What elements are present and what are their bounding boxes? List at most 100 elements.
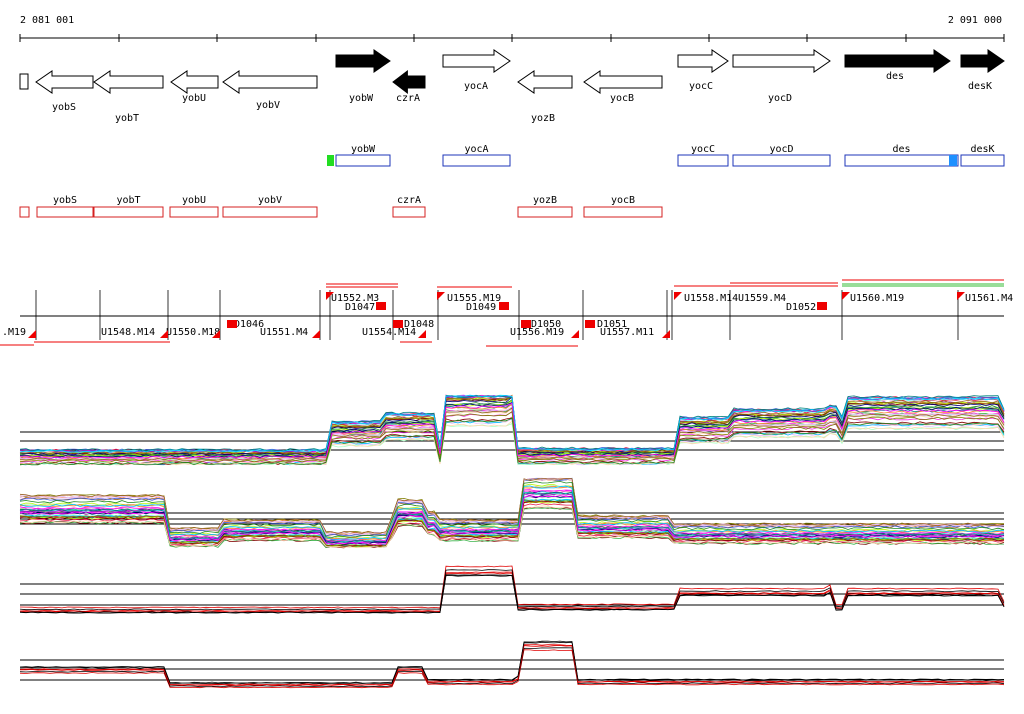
profile-line: [19, 480, 1005, 538]
gene-arrow: [222, 70, 318, 94]
protein-track: yobW yocA yocC yocD des desK: [327, 144, 1005, 167]
protein-label: des: [892, 144, 910, 155]
profile-line: [19, 477, 1005, 535]
gene-arrow: [517, 70, 573, 94]
profile-line: [19, 641, 1005, 685]
gene-label: czrA: [396, 93, 420, 104]
rna-box: [392, 206, 426, 218]
rna-label: yocB: [611, 195, 635, 206]
profile-line: [19, 417, 1005, 466]
expression-profiles: [19, 394, 1005, 689]
rna-track: yobS yobT yobU yobV czrA yozB yocB: [19, 195, 663, 218]
profile-line: [19, 649, 1005, 689]
ruler-ticks: [19, 34, 1005, 42]
profile-line: [19, 572, 1005, 613]
profile-line: [19, 499, 1005, 547]
profile-line: [19, 574, 1005, 614]
gene-label: yocD: [768, 93, 792, 104]
gene-arrow: [392, 69, 426, 95]
segment-label: D1051: [597, 319, 627, 330]
gene-label: yozB: [531, 113, 555, 124]
profile-line: [19, 645, 1005, 686]
expression-track-3: [19, 565, 1005, 614]
profile-line: [19, 505, 1005, 549]
protein-label: yobW: [351, 144, 376, 155]
profile-line: [19, 495, 1004, 545]
gene-arrow: [844, 49, 951, 73]
expression-track-1: [19, 394, 1005, 466]
segment-flag: [842, 292, 850, 300]
expression-track-2: [19, 477, 1005, 549]
segment-label: U1550.M18: [166, 327, 220, 338]
gene-label: yobV: [256, 100, 280, 111]
gene-label: yobS: [52, 102, 76, 113]
gene-track: yobS yobT yobU yobV yobW czrA yocA yozB yocB yocC…: [19, 49, 1005, 124]
segment-label: U1555.M19: [447, 293, 501, 304]
segment-flag: [662, 330, 670, 338]
protein-box: [677, 154, 729, 167]
segment-label: U1554.M14: [362, 327, 416, 338]
segment-label: U1559.M4: [738, 293, 786, 304]
segment-label: D1048: [404, 319, 434, 330]
rna-box: [169, 206, 219, 218]
protein-label: yocD: [769, 144, 793, 155]
protein-label: yocC: [691, 144, 715, 155]
rna-box: [583, 206, 663, 218]
rna-box: [517, 206, 573, 218]
gene-arrow: [35, 70, 94, 94]
protein-box: [335, 154, 391, 167]
profile-line: [19, 402, 1005, 458]
segment-label: U1548.M14: [101, 327, 155, 338]
rna-box: [222, 206, 318, 218]
rna-fragment: [19, 206, 30, 218]
profile-line: [19, 485, 1005, 541]
gene-label: yocA: [464, 81, 488, 92]
rna-label: yobU: [182, 195, 206, 206]
gene-label: desK: [968, 81, 992, 92]
protein-box: [960, 154, 1005, 167]
gene-arrow: [583, 70, 663, 94]
profile-line: [19, 407, 1005, 462]
segment-flag: [28, 330, 36, 338]
segment-label: U1558.M14: [684, 293, 738, 304]
gene-label: yobW: [349, 93, 374, 104]
segment-block: [521, 320, 531, 328]
segment-flag: [212, 330, 220, 338]
gene-label: yocC: [689, 81, 713, 92]
segment-flag: [957, 292, 965, 300]
rna-label: czrA: [397, 195, 421, 206]
rna-label: yobT: [116, 195, 140, 206]
start-marker: [327, 155, 334, 166]
gene-label: yobT: [115, 113, 139, 124]
protein-box: [844, 154, 959, 167]
segment-label: U1552.M3: [331, 293, 379, 304]
rna-box: [36, 206, 94, 218]
protein-box: [732, 154, 831, 167]
segment-label: D1047: [345, 302, 375, 313]
protein-label: desK: [970, 144, 994, 155]
rna-label: yobV: [258, 195, 282, 206]
profile-line: [19, 500, 1005, 548]
gene-arrow: [960, 49, 1005, 73]
profile-line: [19, 394, 1005, 453]
gene-arrow: [335, 49, 391, 73]
profile-line: [19, 402, 1005, 459]
profile-line: [19, 647, 1005, 688]
segment-flag: [437, 292, 445, 300]
coordinate-end: 2 091 000: [948, 15, 1002, 26]
gene-arrow: [170, 70, 219, 94]
segment-label: U1556.M19: [510, 327, 564, 338]
segment-block: [817, 302, 827, 310]
segment-label: D1049: [466, 302, 496, 313]
gene-label: des: [886, 71, 904, 82]
segment-label: U1560.M19: [850, 293, 904, 304]
segment-label: .M19: [2, 327, 26, 338]
gene-label: yocB: [610, 93, 634, 104]
protein-box: [442, 154, 511, 167]
profile-line: [19, 394, 1005, 453]
gene-arrow: [442, 49, 511, 73]
segment-block: [227, 320, 237, 328]
segment-label: D1050: [531, 319, 561, 330]
